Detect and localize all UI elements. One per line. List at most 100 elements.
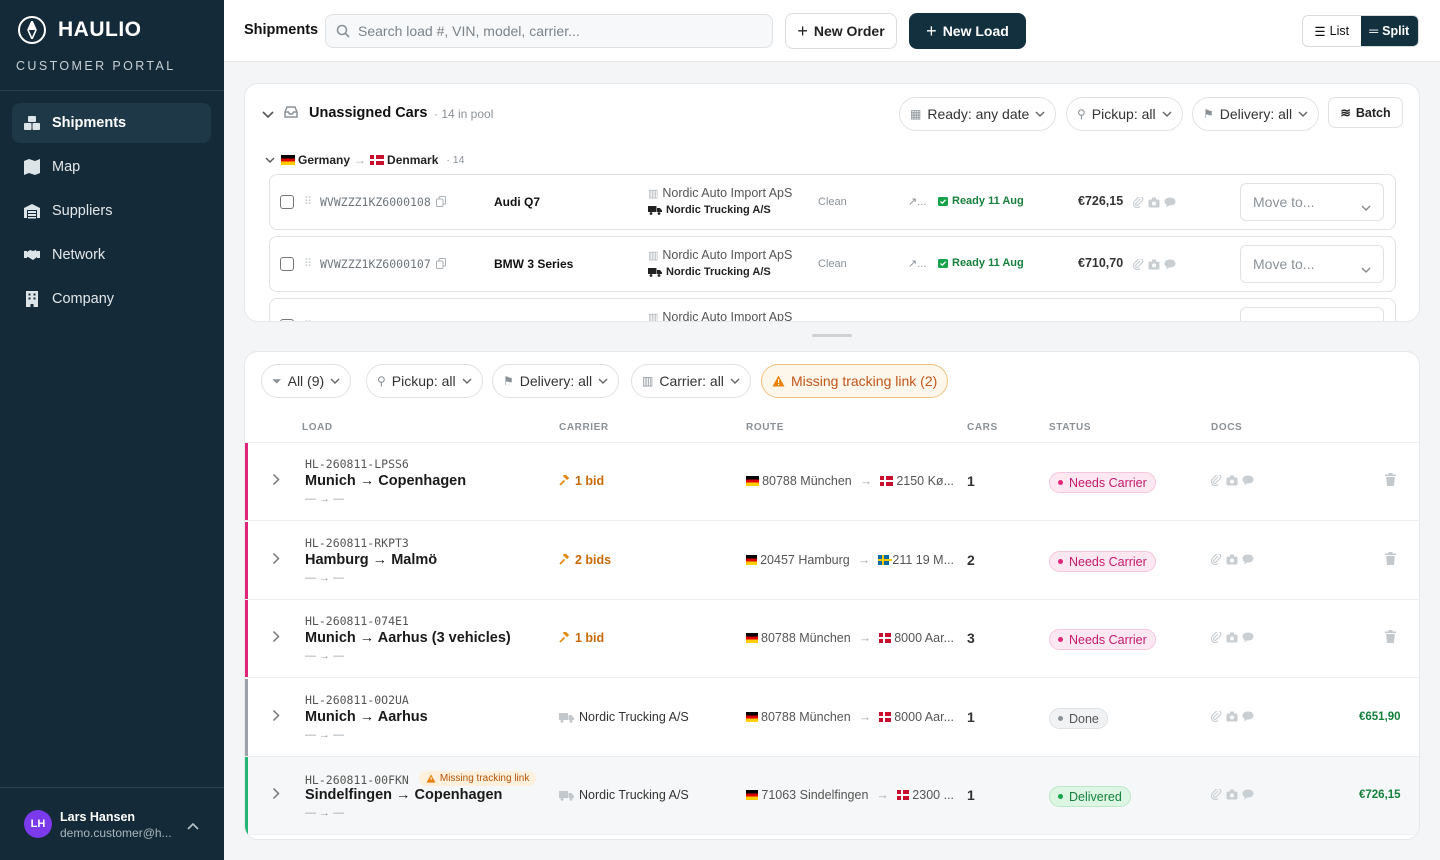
sidebar-item-company[interactable]: Company xyxy=(12,279,211,319)
resize-handle[interactable] xyxy=(812,334,852,337)
load-route-title[interactable]: Munich → Aarhus xyxy=(305,709,428,725)
chat-icon[interactable] xyxy=(1242,789,1254,800)
camera-icon[interactable] xyxy=(1148,259,1160,270)
flag-icon: ⚑ xyxy=(1203,107,1214,121)
drag-handle-icon[interactable]: ⠿ xyxy=(304,319,312,321)
table-row[interactable]: HL-260811-LPSS6 Munich → Copenhagen — → — 1… xyxy=(245,443,1419,521)
country-group-header[interactable]: Germany → Denmark · 14 xyxy=(265,153,464,167)
plus-icon: + xyxy=(797,20,808,41)
copy-icon[interactable] xyxy=(436,257,446,272)
car-more[interactable]: ↗... xyxy=(908,196,927,208)
paperclip-icon[interactable] xyxy=(1211,711,1222,722)
camera-icon[interactable] xyxy=(1226,632,1238,643)
chevron-right-icon[interactable] xyxy=(272,473,280,489)
copy-icon[interactable] xyxy=(436,195,446,210)
car-card[interactable]: ⠿ WVWZZZ1KZ6000107 BMW 3 Series ▥ Nordic Aut… xyxy=(269,236,1396,292)
paperclip-icon[interactable] xyxy=(1211,789,1222,800)
search-box[interactable] xyxy=(325,14,773,48)
drag-handle-icon[interactable]: ⠿ xyxy=(304,196,312,208)
load-route-title[interactable]: Munich → Aarhus (3 vehicles) xyxy=(305,630,511,646)
status-label: Needs Carrier xyxy=(1069,632,1147,647)
column-header-carrier[interactable]: CARRIER xyxy=(559,422,609,433)
car-checkbox[interactable] xyxy=(280,195,294,209)
view-list-button[interactable]: ☰ List xyxy=(1303,16,1361,46)
warning-label: Missing tracking link xyxy=(439,773,530,784)
search-input[interactable] xyxy=(358,23,758,39)
paperclip-icon[interactable] xyxy=(1133,259,1144,270)
ready-date-filter[interactable]: ▦ Ready: any date xyxy=(899,97,1057,131)
table-row[interactable]: HL-260811-0O2UA Munich → Aarhus — → — Nordi… xyxy=(245,679,1419,757)
chevron-right-icon[interactable] xyxy=(272,630,280,646)
paperclip-icon[interactable] xyxy=(1211,554,1222,565)
sidebar-item-shipments[interactable]: Shipments xyxy=(12,103,211,143)
chat-icon[interactable] xyxy=(1164,197,1176,208)
sidebar-divider xyxy=(0,90,224,91)
move-to-select[interactable]: Move to... xyxy=(1240,245,1384,283)
view-list-label: List xyxy=(1329,24,1350,38)
trash-icon[interactable] xyxy=(1385,552,1396,568)
paperclip-icon[interactable] xyxy=(1211,475,1222,486)
row-status-bar xyxy=(245,522,248,599)
load-route-title[interactable]: Sindelfingen → Copenhagen xyxy=(305,787,503,803)
view-split-button[interactable]: ═ Split xyxy=(1360,16,1418,46)
camera-icon[interactable] xyxy=(1226,711,1238,722)
column-header-docs[interactable]: DOCS xyxy=(1211,422,1243,433)
camera-icon[interactable] xyxy=(1148,197,1160,208)
load-id: HL-260811-00FKN Missing tracking link xyxy=(305,771,537,787)
camera-icon[interactable] xyxy=(1226,475,1238,486)
table-row[interactable]: HL-260811-RKPT3 Hamburg → Malmö — → — 2 bid… xyxy=(245,522,1419,600)
new-order-button[interactable]: + New Order xyxy=(785,13,897,49)
trash-icon[interactable] xyxy=(1385,630,1396,646)
bids-link[interactable]: 2 bids xyxy=(559,553,611,567)
load-dates: — → — xyxy=(305,572,345,584)
pickup-filter[interactable]: ⚲ Pickup: all xyxy=(1066,97,1183,131)
paperclip-icon[interactable] xyxy=(1133,197,1144,208)
chevron-right-icon[interactable] xyxy=(272,787,280,803)
column-header-route[interactable]: ROUTE xyxy=(746,422,784,433)
camera-icon[interactable] xyxy=(1226,554,1238,565)
chevron-down-icon[interactable] xyxy=(262,107,274,122)
trash-icon[interactable] xyxy=(1385,473,1396,489)
camera-icon[interactable] xyxy=(1226,789,1238,800)
bids-link[interactable]: 1 bid xyxy=(559,474,604,488)
loads-delivery-filter[interactable]: ⚑ Delivery: all xyxy=(492,364,620,398)
carrier-filter[interactable]: ▥ Carrier: all xyxy=(631,364,751,398)
table-row[interactable]: HL-260811-00FKN Missing tracking link Sind… xyxy=(245,757,1419,835)
load-route-title[interactable]: Hamburg → Malmö xyxy=(305,552,438,568)
table-row[interactable]: HL-260811-074E1 Munich → Aarhus (3 vehicl… xyxy=(245,600,1419,678)
column-header-cars[interactable]: CARS xyxy=(967,422,998,433)
column-header-load[interactable]: LOAD xyxy=(302,422,333,433)
chevron-right-icon[interactable] xyxy=(272,552,280,568)
car-card[interactable]: ⠿ ▥Nordic Auto Import ApS Move to... xyxy=(269,298,1396,321)
user-menu[interactable]: LH Lars Hansen demo.customer@h... xyxy=(0,787,224,860)
bids-link[interactable]: 1 bid xyxy=(559,631,604,645)
chat-icon[interactable] xyxy=(1242,632,1254,643)
paperclip-icon[interactable] xyxy=(1211,632,1222,643)
loads-pickup-filter[interactable]: ⚲ Pickup: all xyxy=(366,364,483,398)
car-checkbox[interactable] xyxy=(280,257,294,271)
layers-icon: ≋ xyxy=(1340,106,1351,120)
delivery-filter[interactable]: ⚑ Delivery: all xyxy=(1192,97,1320,131)
sidebar-item-network[interactable]: Network xyxy=(12,235,211,275)
chat-icon[interactable] xyxy=(1164,259,1176,270)
car-card[interactable]: ⠿ WVWZZZ1KZ6000108 Audi Q7 ▥ Nordic Auto Imp… xyxy=(269,174,1396,230)
car-checkbox[interactable] xyxy=(280,319,294,321)
chevron-right-icon[interactable] xyxy=(272,709,280,725)
drag-handle-icon[interactable]: ⠿ xyxy=(304,258,312,270)
missing-tracking-filter[interactable]: Missing tracking link (2) xyxy=(761,364,949,398)
chat-icon[interactable] xyxy=(1242,711,1254,722)
all-filter[interactable]: ⏷ All (9) xyxy=(261,364,352,398)
chevron-up-icon[interactable] xyxy=(187,818,199,833)
move-to-select[interactable]: Move to... xyxy=(1240,307,1384,321)
brand[interactable]: HAULIO xyxy=(18,16,142,44)
sidebar-item-suppliers[interactable]: Suppliers xyxy=(12,191,211,231)
load-route-title[interactable]: Munich → Copenhagen xyxy=(305,473,467,489)
chat-icon[interactable] xyxy=(1242,554,1254,565)
new-load-button[interactable]: + New Load xyxy=(909,13,1026,49)
chat-icon[interactable] xyxy=(1242,475,1254,486)
car-more[interactable]: ↗... xyxy=(908,258,927,270)
move-to-select[interactable]: Move to... xyxy=(1240,183,1384,221)
sidebar-item-map[interactable]: Map xyxy=(12,147,211,187)
column-header-status[interactable]: STATUS xyxy=(1049,422,1092,433)
batch-button[interactable]: ≋ Batch xyxy=(1328,97,1403,128)
